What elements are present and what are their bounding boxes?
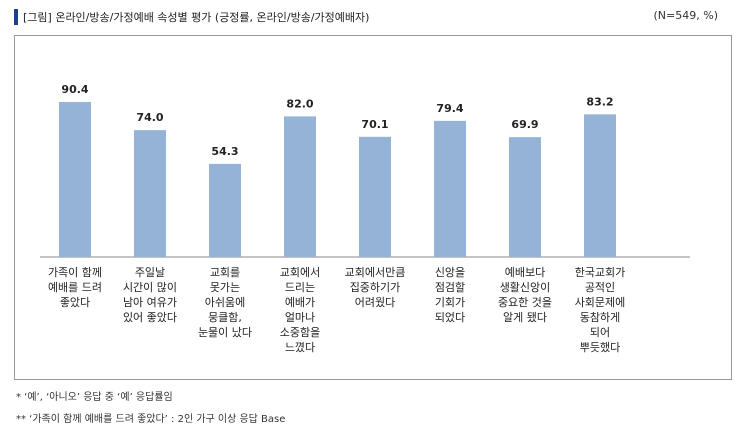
bar-2 bbox=[134, 130, 166, 257]
category-label-1: 가족이 함께 예배를 드려 좋았다 bbox=[47, 266, 103, 309]
category-label-3: 교회를 못가는 아쉬움에 뭉클함, 눈물이 났다 bbox=[197, 266, 253, 339]
value-label-5: 70.1 bbox=[361, 118, 388, 131]
category-label-7: 예배보다 생활신앙이 중요한 것을 알게 됐다 bbox=[497, 266, 553, 324]
footnote-1: * ‘예’, ‘아니오’ 응답 중 ‘예’ 응답률임 bbox=[16, 392, 173, 403]
bar-4 bbox=[284, 116, 316, 258]
value-label-4: 82.0 bbox=[286, 97, 313, 110]
category-label-5: 교회에서만큼 집중하기가 어려웠다 bbox=[344, 266, 406, 309]
value-label-2: 74.0 bbox=[136, 111, 163, 124]
bar-1 bbox=[59, 102, 91, 257]
category-label-2: 주일날 시간이 많이 남아 여유가 있어 좋았다 bbox=[122, 266, 178, 324]
figure-title: [그림] 온라인/방송/가정예배 속성별 평가 (긍정률, 온라인/방송/가정예… bbox=[23, 11, 370, 24]
bar-6 bbox=[434, 120, 466, 257]
category-label-6: 신앙을 점검할 기회가 되었다 bbox=[434, 266, 466, 324]
bar-5 bbox=[359, 136, 391, 257]
bar-3 bbox=[209, 163, 241, 257]
bar-7 bbox=[509, 137, 541, 257]
value-label-3: 54.3 bbox=[211, 145, 238, 158]
title-accent-bar bbox=[14, 9, 18, 25]
value-label-8: 83.2 bbox=[586, 95, 613, 108]
figure-header: [그림] 온라인/방송/가정예배 속성별 평가 (긍정률, 온라인/방송/가정예… bbox=[14, 6, 722, 28]
sample-size-note: (N=549, %) bbox=[653, 9, 718, 22]
bar-8 bbox=[584, 114, 616, 258]
category-label-8: 한국교회가 공적인 사회문제에 동참하게 되어 뿌듯했다 bbox=[574, 266, 626, 354]
value-label-1: 90.4 bbox=[61, 83, 88, 96]
category-label-4: 교회에서 드리는 예배가 얼마나 소중함을 느꼈다 bbox=[279, 266, 321, 354]
chart-frame bbox=[14, 35, 732, 380]
value-label-7: 69.9 bbox=[511, 118, 538, 131]
footnote-2: ** ‘가족이 함께 예배를 드려 좋았다’ : 2인 가구 이상 응답 Bas… bbox=[16, 414, 286, 425]
value-label-6: 79.4 bbox=[436, 102, 463, 115]
